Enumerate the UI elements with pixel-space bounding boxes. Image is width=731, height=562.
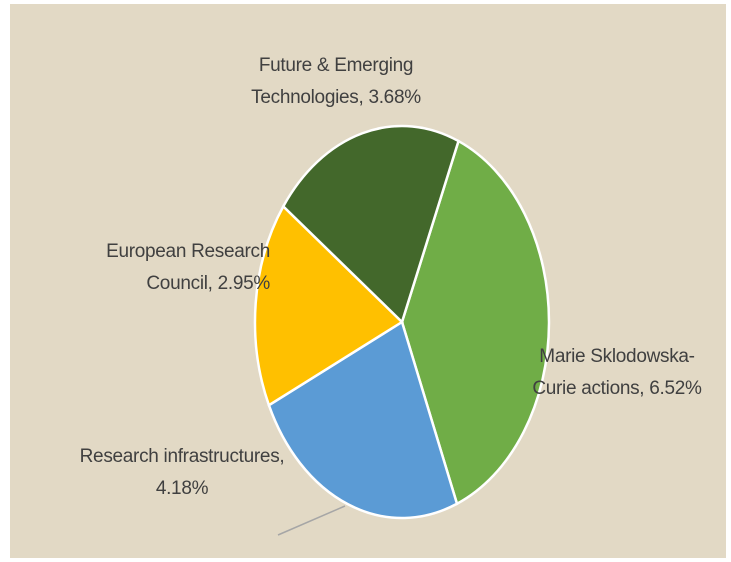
data-label: Marie Sklodowska-Curie actions, 6.52%: [532, 346, 702, 399]
pie-slice: [267, 320, 459, 520]
data-label: Research infrastructures, 4.18%: [79, 446, 285, 499]
pie-slice: [253, 204, 405, 408]
pie-slice: [400, 139, 551, 506]
data-label: Future & Emerging Technologies, 3.68%: [251, 55, 421, 108]
leader-line: [277, 505, 346, 536]
pie-slice: [281, 124, 460, 325]
data-label: European Research Council, 2.95%: [106, 241, 270, 294]
